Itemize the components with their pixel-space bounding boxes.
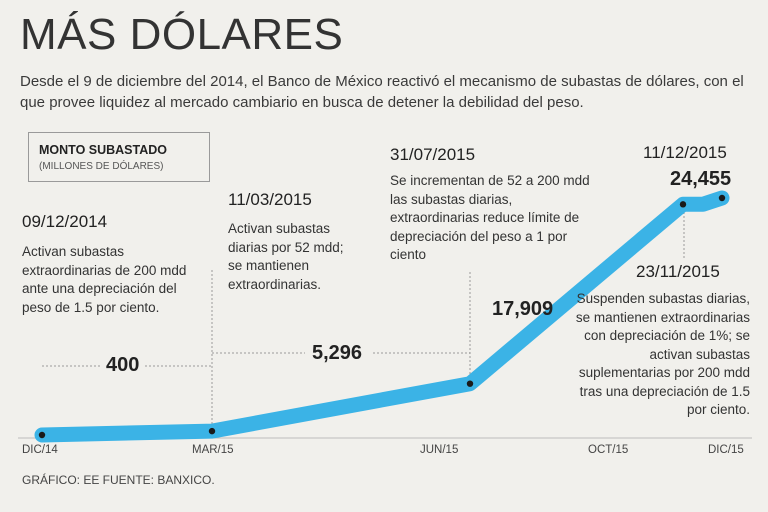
- x-tick-jun15: JUN/15: [420, 444, 459, 456]
- annotation-date-5: 11/12/2015: [643, 143, 727, 162]
- legend-subtitle: (MILLONES DE DÓLARES): [39, 161, 164, 172]
- legend-title: MONTO SUBASTADO: [39, 143, 168, 157]
- value-label-24455: 24,455: [670, 168, 732, 190]
- page-subtitle: Desde el 9 de diciembre del 2014, el Ban…: [20, 73, 744, 111]
- source-note: GRÁFICO: EE FUENTE: BANXICO.: [22, 473, 215, 487]
- value-label-17909: 17,909: [492, 298, 554, 320]
- guide-lines: [42, 212, 685, 428]
- data-point-2: [208, 427, 216, 435]
- x-tick-oct15: OCT/15: [588, 444, 629, 456]
- page-title: MÁS DÓLARES: [20, 10, 344, 59]
- annotation-date-4: 23/11/2015: [636, 262, 720, 281]
- data-point-4: [679, 201, 687, 208]
- annotation-text-2: Activan subastas diarias por 52 mdd; se …: [228, 221, 344, 292]
- annotation-text-1: Activan subastas extraordinarias de 200 …: [22, 244, 187, 315]
- annotation-text-4: Suspenden subastas diarias, se mantienen…: [575, 291, 750, 417]
- x-tick-dic14: DIC/14: [22, 444, 58, 456]
- data-point-end: [718, 194, 726, 202]
- x-tick-mar15: MAR/15: [192, 444, 234, 456]
- legend-box: MONTO SUBASTADO (MILLONES DE DÓLARES): [28, 132, 210, 182]
- value-label-400: 400: [106, 354, 140, 376]
- annotation-text-3: Se incrementan de 52 a 200 mdd las subas…: [390, 173, 590, 262]
- annotation-date-1: 09/12/2014: [22, 212, 108, 231]
- data-point-1: [38, 431, 46, 439]
- series-line: [34, 190, 730, 443]
- x-tick-dic15: DIC/15: [708, 444, 744, 456]
- data-point-3: [466, 380, 474, 387]
- value-label-5296: 5,296: [312, 342, 363, 364]
- annotation-date-3: 31/07/2015: [390, 145, 476, 164]
- annotation-date-2: 11/03/2015: [228, 190, 312, 209]
